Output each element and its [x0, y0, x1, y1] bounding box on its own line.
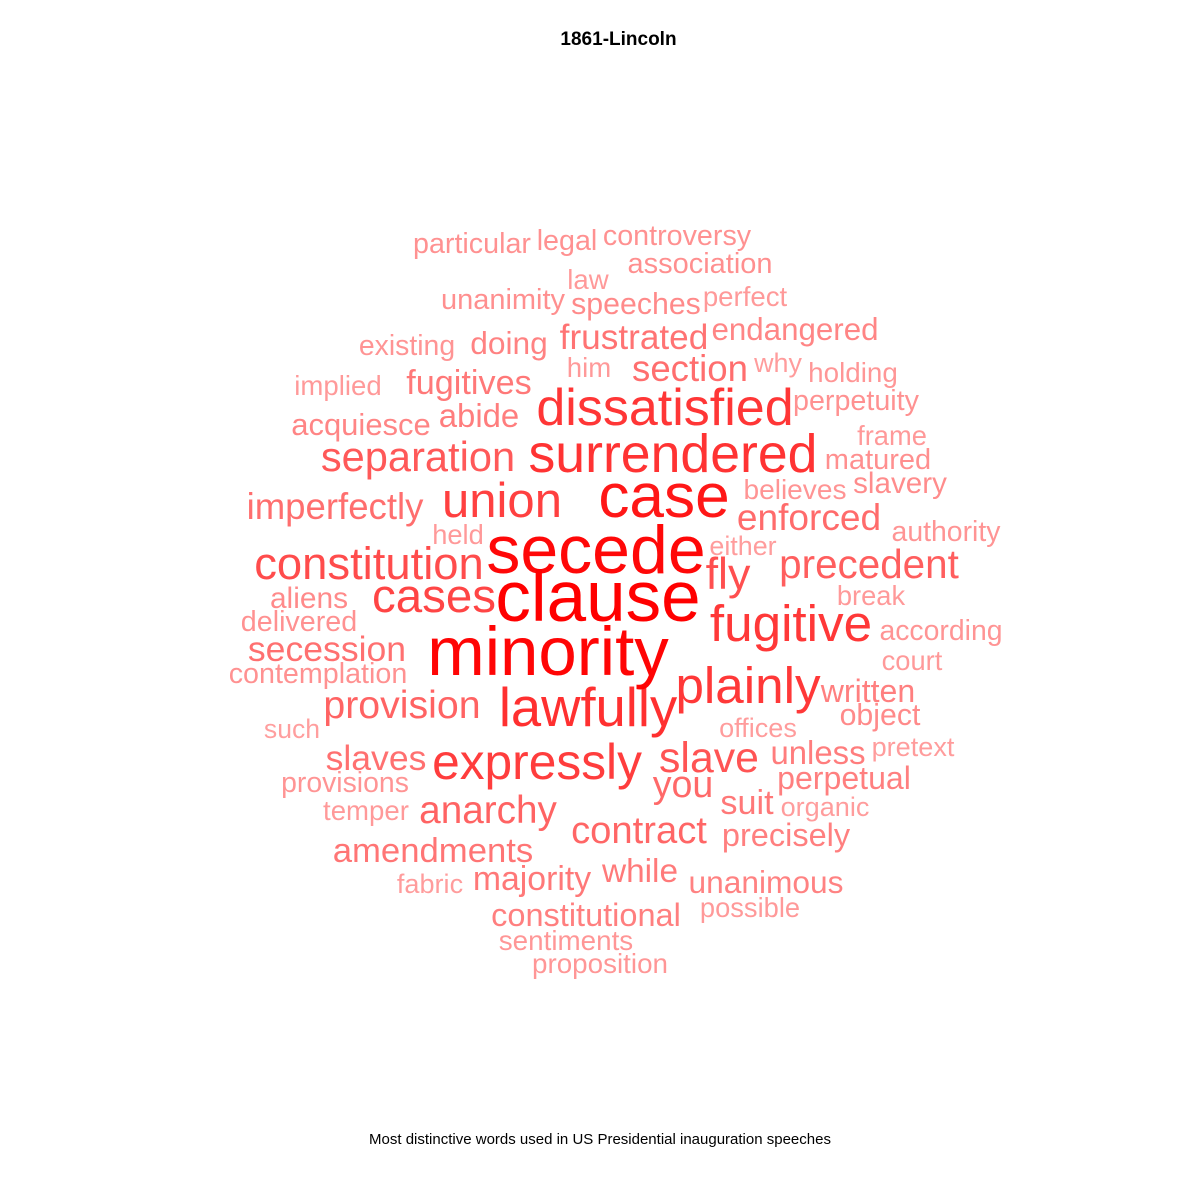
word-fabric: fabric [397, 868, 463, 899]
word-provision: provision [323, 683, 480, 727]
word-contract: contract [571, 809, 707, 852]
word-constitutional: constitutional [491, 897, 681, 933]
word-implied: implied [294, 370, 381, 401]
word-temper: temper [323, 795, 409, 826]
word-anarchy: anarchy [419, 789, 557, 832]
word-precisely: precisely [722, 817, 851, 853]
word-constitution: constitution [254, 538, 484, 589]
word-endangered: endangered [711, 312, 878, 347]
word-court: court [882, 645, 943, 676]
word-perpetual: perpetual [777, 760, 911, 796]
word-controversy: controversy [603, 220, 752, 252]
word-provisions: provisions [281, 767, 409, 799]
word-enforced: enforced [737, 496, 881, 538]
word-dissatisfied: dissatisfied [536, 379, 793, 437]
word-doing: doing [470, 325, 548, 361]
chart-caption: Most distinctive words used in US Presid… [369, 1131, 831, 1148]
word-speeches: speeches [571, 288, 701, 321]
word-you: you [653, 763, 714, 805]
word-slaves: slaves [326, 738, 427, 778]
word-expressly: expressly [432, 734, 642, 790]
word-secede: secede [486, 512, 705, 588]
word-written: written [820, 673, 915, 709]
word-fugitives: fugitives [406, 364, 531, 402]
word-frame: frame [857, 420, 927, 451]
word-lawfully: lawfully [499, 677, 678, 738]
word-secession: secession [248, 629, 406, 669]
word-such: such [264, 714, 320, 744]
word-sentiments: sentiments [499, 925, 633, 956]
word-suit: suit [720, 784, 774, 822]
word-fly: fly [706, 549, 751, 599]
word-holding: holding [808, 357, 898, 388]
word-case: case [598, 462, 729, 531]
word-according: according [879, 615, 1002, 647]
word-perpetuity: perpetuity [793, 385, 920, 417]
word-amendments: amendments [333, 832, 534, 870]
word-particular: particular [413, 228, 531, 260]
word-matured: matured [825, 444, 931, 476]
word-plainly: plainly [675, 657, 821, 714]
word-slave: slave [659, 734, 759, 782]
word-law: law [567, 264, 608, 295]
word-frustrated: frustrated [560, 318, 709, 357]
word-association: association [627, 248, 772, 280]
word-break: break [837, 580, 906, 611]
word-section: section [632, 348, 748, 389]
word-majority: majority [473, 860, 591, 898]
word-abide: abide [439, 397, 519, 434]
word-separation: separation [321, 433, 515, 480]
word-object: object [840, 699, 921, 732]
word-why: why [753, 348, 802, 378]
word-unanimous: unanimous [688, 864, 843, 900]
word-organic: organic [781, 791, 870, 822]
word-authority: authority [892, 516, 1002, 548]
word-clause: clause [495, 558, 700, 637]
word-precedent: precedent [779, 541, 959, 587]
word-contemplation: contemplation [229, 658, 408, 690]
word-pretext: pretext [872, 731, 955, 762]
word-offices: offices [719, 712, 797, 743]
word-possible: possible [700, 892, 800, 923]
word-unanimity: unanimity [441, 284, 566, 316]
word-him: him [567, 352, 611, 383]
word-either: either [709, 531, 776, 561]
word-existing: existing [359, 330, 455, 362]
word-acquiesce: acquiesce [291, 407, 431, 442]
word-cases: cases [372, 570, 496, 623]
word-aliens: aliens [270, 582, 348, 615]
word-proposition: proposition [532, 948, 668, 979]
word-believes: believes [743, 474, 846, 505]
word-minority: minority [427, 613, 669, 690]
word-surrendered: surrendered [529, 424, 818, 484]
word-legal: legal [537, 225, 598, 257]
chart-title: 1861-Lincoln [560, 29, 677, 50]
word-unless: unless [770, 734, 865, 771]
word-imperfectly: imperfectly [247, 486, 425, 527]
word-slavery: slavery [853, 467, 947, 500]
word-delivered: delivered [241, 606, 357, 638]
word-fugitive: fugitive [710, 595, 872, 652]
word-while: while [601, 853, 678, 890]
word-union: union [442, 474, 562, 528]
word-perfect: perfect [703, 281, 788, 312]
word-held: held [432, 519, 484, 550]
